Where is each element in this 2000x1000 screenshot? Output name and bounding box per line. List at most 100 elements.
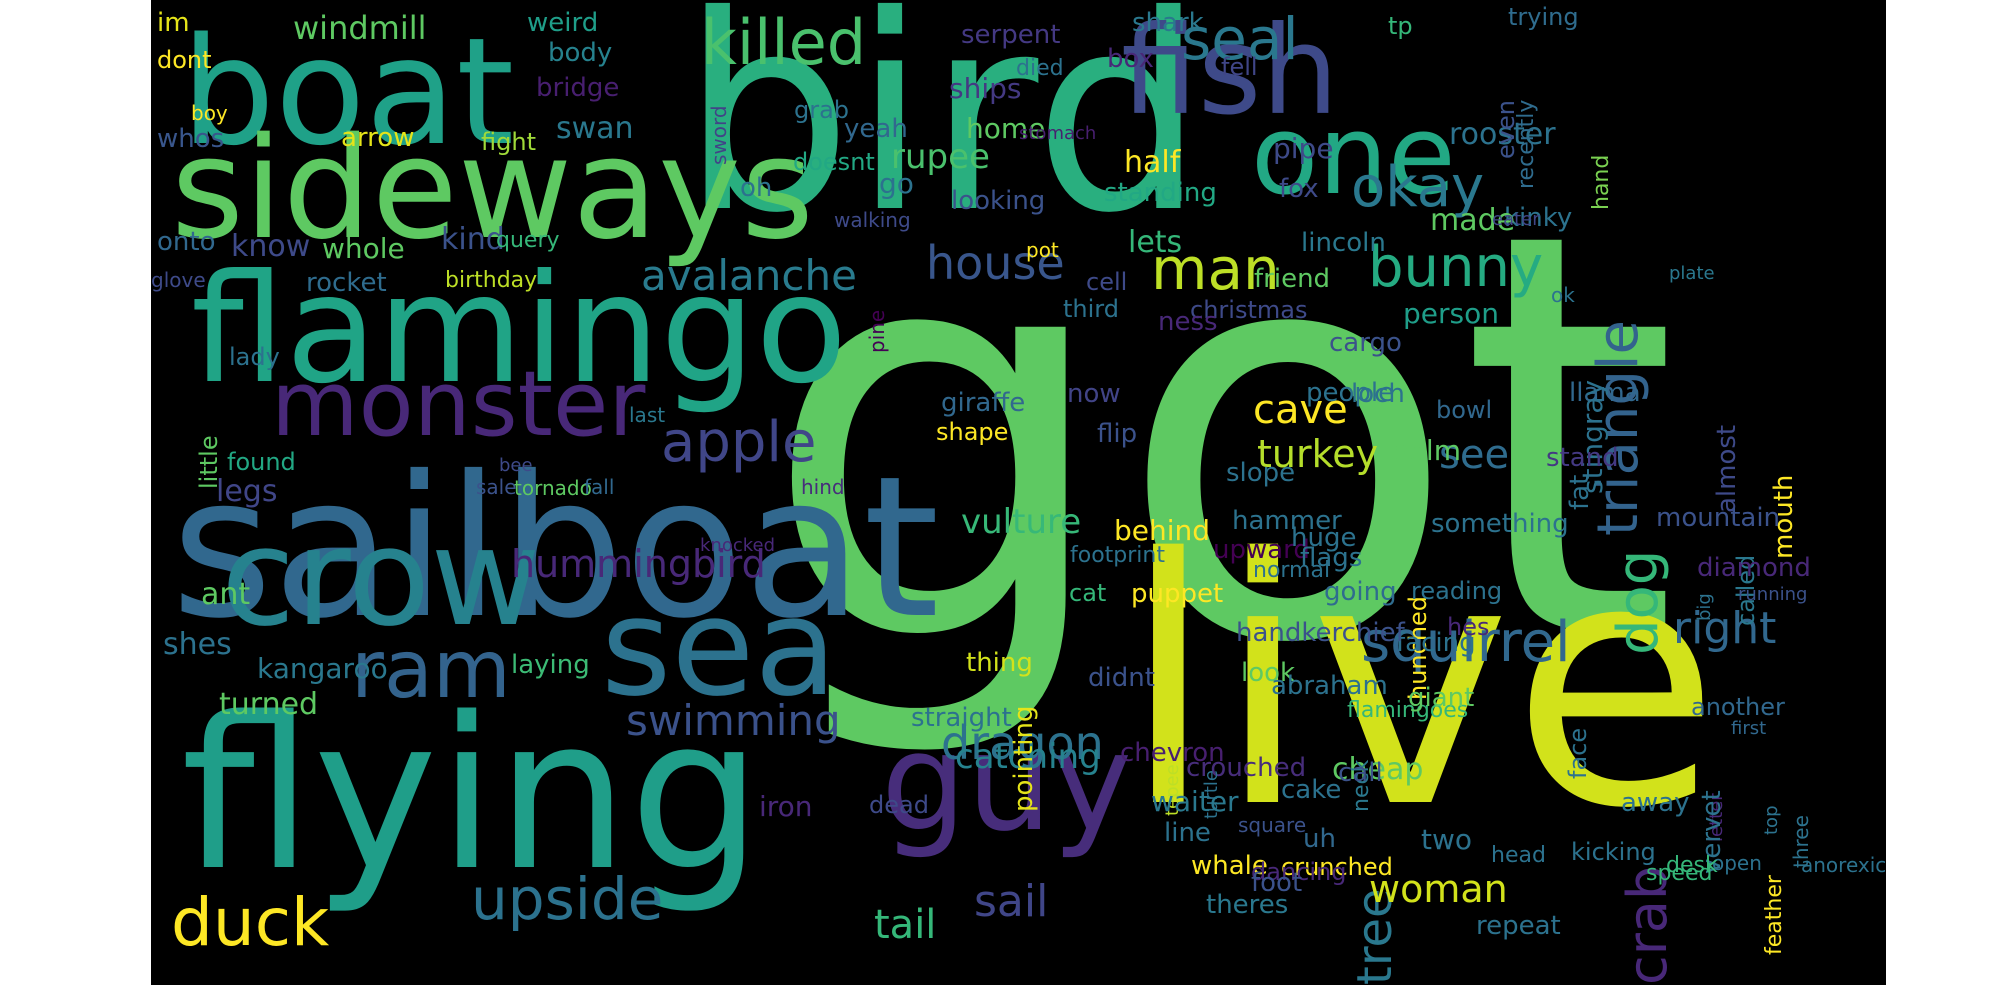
word-kangaroo: kangaroo	[257, 652, 388, 685]
word-last: last	[629, 403, 666, 427]
word-hand: hand	[1589, 154, 1614, 210]
word-yeah: yeah	[844, 114, 908, 144]
word-see: see	[1439, 432, 1510, 478]
word-okay: okay	[1351, 155, 1485, 220]
word-ant: ant	[201, 577, 251, 612]
word-upside: upside	[471, 865, 664, 933]
word-knocked: knocked	[700, 535, 776, 556]
word-cloud: got bird live boat fish flying sailboat sideway…	[151, 0, 1886, 985]
word-doesnt: doesnt	[793, 148, 875, 176]
word-walking: walking	[834, 208, 911, 232]
word-tail: tail	[874, 902, 937, 948]
word-foot: foot	[1251, 868, 1303, 898]
word-sword: sword	[707, 105, 731, 165]
word-christmas: christmas	[1190, 296, 1308, 324]
word-giant: giant	[1408, 683, 1475, 713]
word-call: call	[1338, 758, 1383, 788]
word-found: found	[227, 448, 296, 476]
word-dont: dont	[157, 46, 212, 74]
word-died: died	[1016, 56, 1064, 81]
word-whale: whale	[1191, 851, 1268, 881]
word-running: running	[1738, 584, 1808, 605]
word-sail: sail	[974, 876, 1049, 927]
word-slope: slope	[1226, 458, 1296, 488]
word-weird: weird	[527, 8, 599, 38]
word-pot: pot	[1026, 238, 1059, 262]
word-puppet: puppet	[1131, 579, 1224, 609]
word-hind: hind	[801, 475, 845, 499]
word-seal: seal	[1181, 5, 1299, 73]
word-pine: pine	[865, 309, 889, 353]
word-flying: flying	[181, 672, 763, 917]
word-two: two	[1421, 823, 1473, 856]
word-anorexic: anorexic	[1801, 853, 1886, 877]
word-fox: fox	[1279, 174, 1319, 204]
word-trying: trying	[1508, 3, 1579, 31]
word-rupee: rupee	[891, 137, 990, 177]
word-reading: reading	[1411, 577, 1503, 605]
word-one: one	[1251, 91, 1456, 219]
word-bowl: bowl	[1436, 396, 1493, 424]
word-line: line	[1164, 818, 1211, 848]
word-face: face	[1564, 727, 1592, 779]
word-home: home	[966, 112, 1046, 145]
word-whole: whole	[322, 232, 405, 265]
word-ram: ram	[351, 623, 511, 716]
word-away: away	[1621, 788, 1690, 818]
word-loch: loch	[1351, 379, 1405, 409]
word-serpent: serpent	[961, 20, 1061, 50]
word-vulture: vulture	[961, 502, 1082, 542]
word-rooster: rooster	[1449, 117, 1556, 152]
word-normal: normal	[1253, 558, 1331, 583]
word-pointing: pointing	[1009, 705, 1039, 812]
word-llama: llama	[1569, 378, 1641, 408]
word-big: big	[1694, 593, 1715, 621]
word-man: man	[1151, 235, 1280, 303]
word-fall: fall	[584, 475, 615, 499]
word-arrow: arrow	[341, 123, 415, 153]
word-shes: shes	[163, 627, 232, 662]
word-another: another	[1691, 693, 1785, 721]
word-didnt: didnt	[1088, 663, 1155, 693]
word-open: open	[1712, 851, 1762, 875]
word-squirrel: squirrel	[1361, 610, 1571, 675]
word-onto: onto	[157, 227, 216, 257]
word-first: first	[1731, 718, 1767, 739]
word-person: person	[1403, 297, 1499, 330]
word-windmill: windmill	[293, 9, 427, 47]
word-guy: guy	[881, 704, 1133, 861]
word-bridge: bridge	[536, 73, 620, 103]
word-boy: boy	[191, 101, 228, 125]
word-query: query	[496, 228, 560, 253]
word-live: live	[1121, 487, 1721, 883]
word-cave: cave	[1253, 387, 1348, 433]
word-woman: woman	[1369, 867, 1508, 911]
word-shark: shark	[1132, 8, 1204, 38]
word-uh: uh	[1303, 824, 1336, 854]
word-something: something	[1431, 509, 1569, 539]
word-mouth: mouth	[1769, 474, 1799, 559]
word-rocket: rocket	[306, 268, 387, 298]
word-boat: boat	[181, 6, 515, 178]
word-almost: almost	[1712, 424, 1742, 513]
word-crouched: crouched	[1186, 753, 1307, 783]
word-giraffe: giraffe	[941, 388, 1026, 418]
word-people: people	[1306, 378, 1395, 408]
word-handkerchief: handkerchief	[1236, 618, 1405, 648]
word-ships: ships	[949, 72, 1022, 105]
word-standing: standing	[1104, 178, 1217, 208]
word-square: square	[1238, 813, 1307, 837]
word-crunched: crunched	[1281, 853, 1393, 881]
word-box: box	[1107, 44, 1154, 74]
word-made: made	[1430, 203, 1516, 238]
word-eater: eater	[1492, 209, 1540, 230]
word-lady: lady	[229, 343, 280, 371]
word-hes: hes	[1447, 613, 1490, 641]
word-speed: speed	[1646, 861, 1713, 886]
word-fight: fight	[481, 128, 536, 156]
word-bird: bird	[681, 0, 1206, 272]
word-catching: catching	[955, 737, 1101, 777]
word-crow: crow	[221, 499, 541, 656]
word-sailboat: sailboat	[171, 434, 940, 661]
word-duck: duck	[171, 884, 330, 961]
